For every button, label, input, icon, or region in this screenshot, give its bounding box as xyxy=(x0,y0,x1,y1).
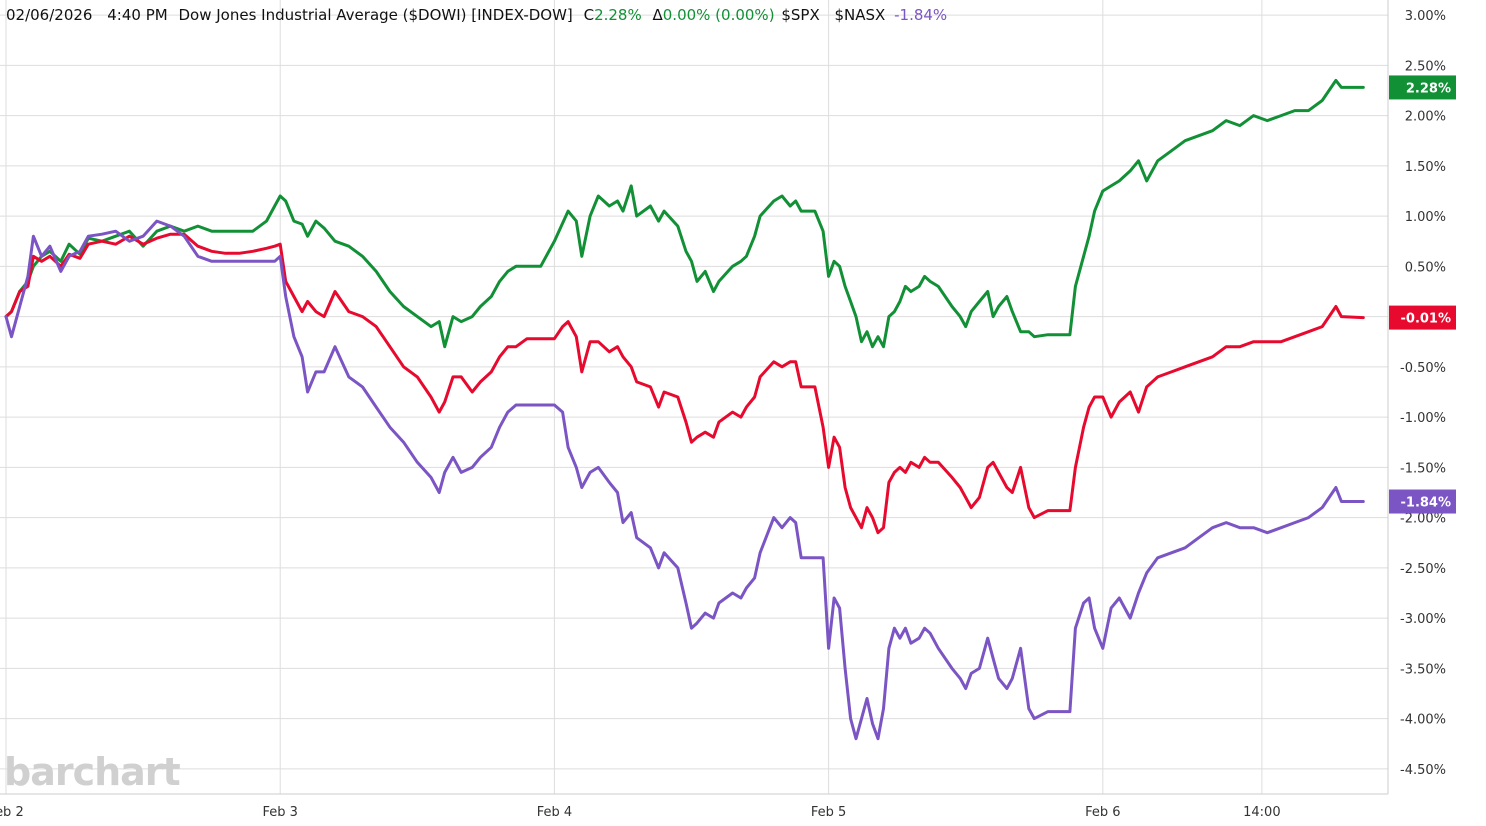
badge-dowi: 2.28% xyxy=(1389,75,1456,100)
chart-grid xyxy=(0,0,1389,795)
y-tick-label: 0.50% xyxy=(1405,260,1446,275)
header-close-value: 2.28% xyxy=(594,6,642,24)
badge-spx: -0.01% xyxy=(1389,305,1456,330)
y-tick-label: -1.50% xyxy=(1400,461,1446,476)
series-line-spx xyxy=(4,232,1365,535)
header-delta-value: 0.00% (0.00%) xyxy=(663,6,775,24)
y-tick-label: 1.50% xyxy=(1405,160,1446,175)
y-tick-label: -2.50% xyxy=(1400,562,1446,577)
badge-background xyxy=(1389,75,1456,100)
badge-nasx: -1.84% xyxy=(1389,489,1456,514)
badge-background xyxy=(1389,489,1456,514)
y-tick-label: 2.50% xyxy=(1405,59,1446,74)
x-tick-label: Feb 2 xyxy=(0,805,24,820)
x-tick-label: Feb 5 xyxy=(811,805,846,820)
header-date: 02/06/2026 xyxy=(6,6,92,24)
chart-series xyxy=(4,78,1365,741)
x-tick-label: Feb 3 xyxy=(262,805,297,820)
y-tick-label: -3.50% xyxy=(1400,662,1446,677)
y-tick-label: -4.00% xyxy=(1400,713,1446,728)
y-tick-label: -4.50% xyxy=(1400,763,1446,778)
header-nasx-label: $NASX xyxy=(835,6,886,24)
header-nasx-value: -1.84% xyxy=(894,6,947,24)
y-tick-label: 3.00% xyxy=(1405,9,1446,24)
series-line-nasx xyxy=(4,219,1365,741)
header-symbol: Dow Jones Industrial Average ($DOWI) [IN… xyxy=(178,6,572,24)
y-tick-label: 2.00% xyxy=(1405,110,1446,125)
barchart-watermark: barchart xyxy=(4,750,181,794)
y-tick-label: -2.00% xyxy=(1400,512,1446,527)
last-value-badges: 2.28% -0.01% -1.84% xyxy=(1389,75,1456,514)
header-time: 4:40 PM xyxy=(107,6,167,24)
series-line-dowi xyxy=(4,78,1365,349)
chart-header: 02/06/2026 4:40 PM Dow Jones Industrial … xyxy=(6,6,947,24)
x-tick-label: Feb 4 xyxy=(537,805,572,820)
y-tick-label: 1.00% xyxy=(1405,210,1446,225)
badge-label: -1.84% xyxy=(1401,496,1452,511)
header-spx-label: $SPX xyxy=(781,6,819,24)
x-tick-label: 14:00 xyxy=(1243,805,1280,820)
badge-label: -0.01% xyxy=(1401,312,1452,327)
y-tick-label: -0.50% xyxy=(1400,361,1446,376)
header-close-label: C xyxy=(584,6,594,24)
badge-label: 2.28% xyxy=(1406,81,1451,96)
badge-background xyxy=(1389,305,1456,330)
y-tick-label: -1.00% xyxy=(1400,411,1446,426)
x-axis: Feb 2 Feb 3 Feb 4 Feb 5 Feb 6 14:00 xyxy=(0,805,1281,820)
header-delta-label: Δ xyxy=(653,6,664,24)
y-axis: 3.00% 2.50% 2.00% 1.50% 1.00% 0.50% -0.50% -1.0… xyxy=(1400,9,1446,778)
x-tick-label: Feb 6 xyxy=(1085,805,1120,820)
y-tick-label: -3.00% xyxy=(1400,612,1446,627)
